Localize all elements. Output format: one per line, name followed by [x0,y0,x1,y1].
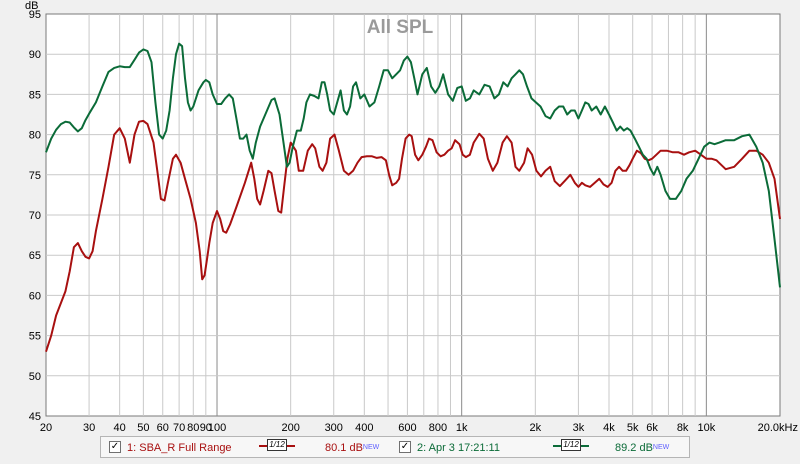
y-tick-label: 85 [29,89,41,101]
x-tick-label: 800 [429,422,447,434]
x-tick-label: 4k [603,422,615,434]
x-tick-label: 50 [137,422,149,434]
series-1-new-tag: NEW [362,444,380,451]
x-tick-label: 400 [355,422,373,434]
y-tick-label: 80 [29,130,41,142]
x-tick-label: 70 [173,422,185,434]
x-tick-label: 1k [456,422,468,434]
y-tick-label: 65 [29,250,41,262]
horizontal-gridlines [46,53,780,377]
series-1-line-swatch [259,445,267,447]
x-tick-label: 80 [187,422,199,434]
series-1-smoothing-label: 1/12 [267,439,287,451]
y-tick-label: 55 [29,331,41,343]
x-tick-label: 90 [200,422,212,434]
y-tick-label: 50 [29,371,41,383]
series-line-1 [45,119,781,353]
series-2-level: 89.2 dBNEW [615,440,669,456]
y-tick-labels: 45 50 55 60 65 70 75 80 85 90 95 [29,9,41,423]
x-tick-label: 200 [281,422,299,434]
y-tick-label: 60 [29,290,41,302]
series-1-smoothing-button[interactable]: 1/12 [259,439,295,451]
x-tick-label: 30 [83,422,95,434]
x-tick-label: 6k [646,422,658,434]
x-tick-label: 20 [40,422,52,434]
y-tick-label: 45 [29,411,41,423]
series-2-smoothing-button[interactable]: 1/12 [553,439,589,451]
x-tick-label: 20.0kHz [758,422,798,434]
legend-bar: ✓ 1: SBA_R Full Range 1/12 80.1 dBNEW ✓ … [100,436,690,458]
series-2-new-tag: NEW [652,444,670,451]
y-tick-label: 70 [29,210,41,222]
series-2-line-swatch-right [581,445,589,447]
series-2-line-swatch [553,445,561,447]
x-tick-label: 60 [157,422,169,434]
x-tick-label: 100 [208,422,226,434]
series-1-line-swatch-right [287,445,295,447]
series-1-level-value: 80.1 dB [325,442,363,454]
chart-title: All SPL [367,17,434,38]
series-2-name: 2: Apr 3 17:21:11 [417,442,500,454]
series-line-2 [45,42,781,288]
series-2-smoothing-label: 1/12 [561,439,581,451]
x-tick-label: 600 [398,422,416,434]
series-1-name: 1: SBA_R Full Range [127,442,232,454]
y-tick-label: 75 [29,170,41,182]
y-axis-unit-label: dB [25,0,38,12]
series-2-level-value: 89.2 dB [615,442,653,454]
x-tick-label: 8k [677,422,689,434]
x-tick-label: 3k [573,422,585,434]
series-lines [45,42,781,353]
series-2-checkbox[interactable]: ✓ [399,441,411,453]
x-tick-label: 10k [697,422,715,434]
series-1-checkbox[interactable]: ✓ [109,441,121,453]
x-tick-label: 5k [627,422,639,434]
x-tick-label: 40 [114,422,126,434]
series-1-level: 80.1 dBNEW [325,440,379,456]
x-tick-label: 300 [325,422,343,434]
y-tick-label: 95 [29,9,41,21]
y-tick-label: 90 [29,49,41,61]
x-tick-label: 2k [530,422,542,434]
